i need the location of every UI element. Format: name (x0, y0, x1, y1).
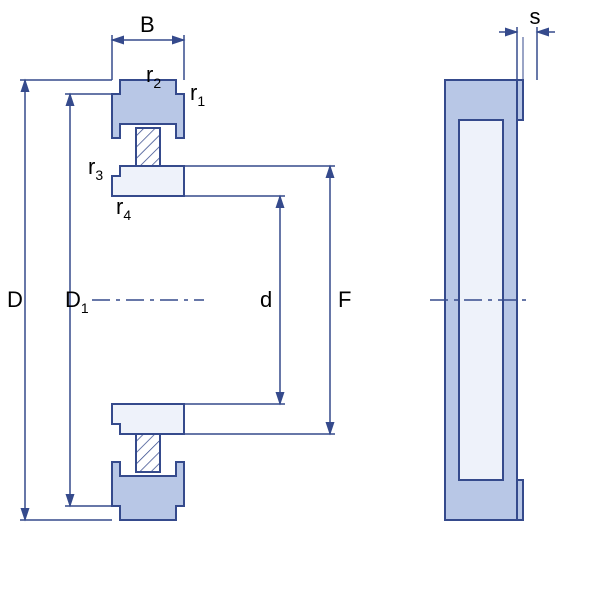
label-D1: D1 (65, 287, 89, 316)
label-B: B (140, 12, 155, 37)
drawing-group: B D D1 d Fs r1 r2 r3 r4 (7, 4, 555, 520)
label-F: F (338, 287, 351, 312)
label-r2: r2 (146, 62, 161, 91)
label-r4: r4 (116, 194, 131, 223)
label-r3: r3 (88, 154, 103, 183)
bearing-cross-section-diagram: B D D1 d Fs r1 r2 r3 r4 (0, 0, 600, 600)
label-D: D (7, 287, 23, 312)
label-s: s (530, 4, 541, 29)
label-r1: r1 (190, 80, 205, 109)
label-d: d (260, 287, 272, 312)
